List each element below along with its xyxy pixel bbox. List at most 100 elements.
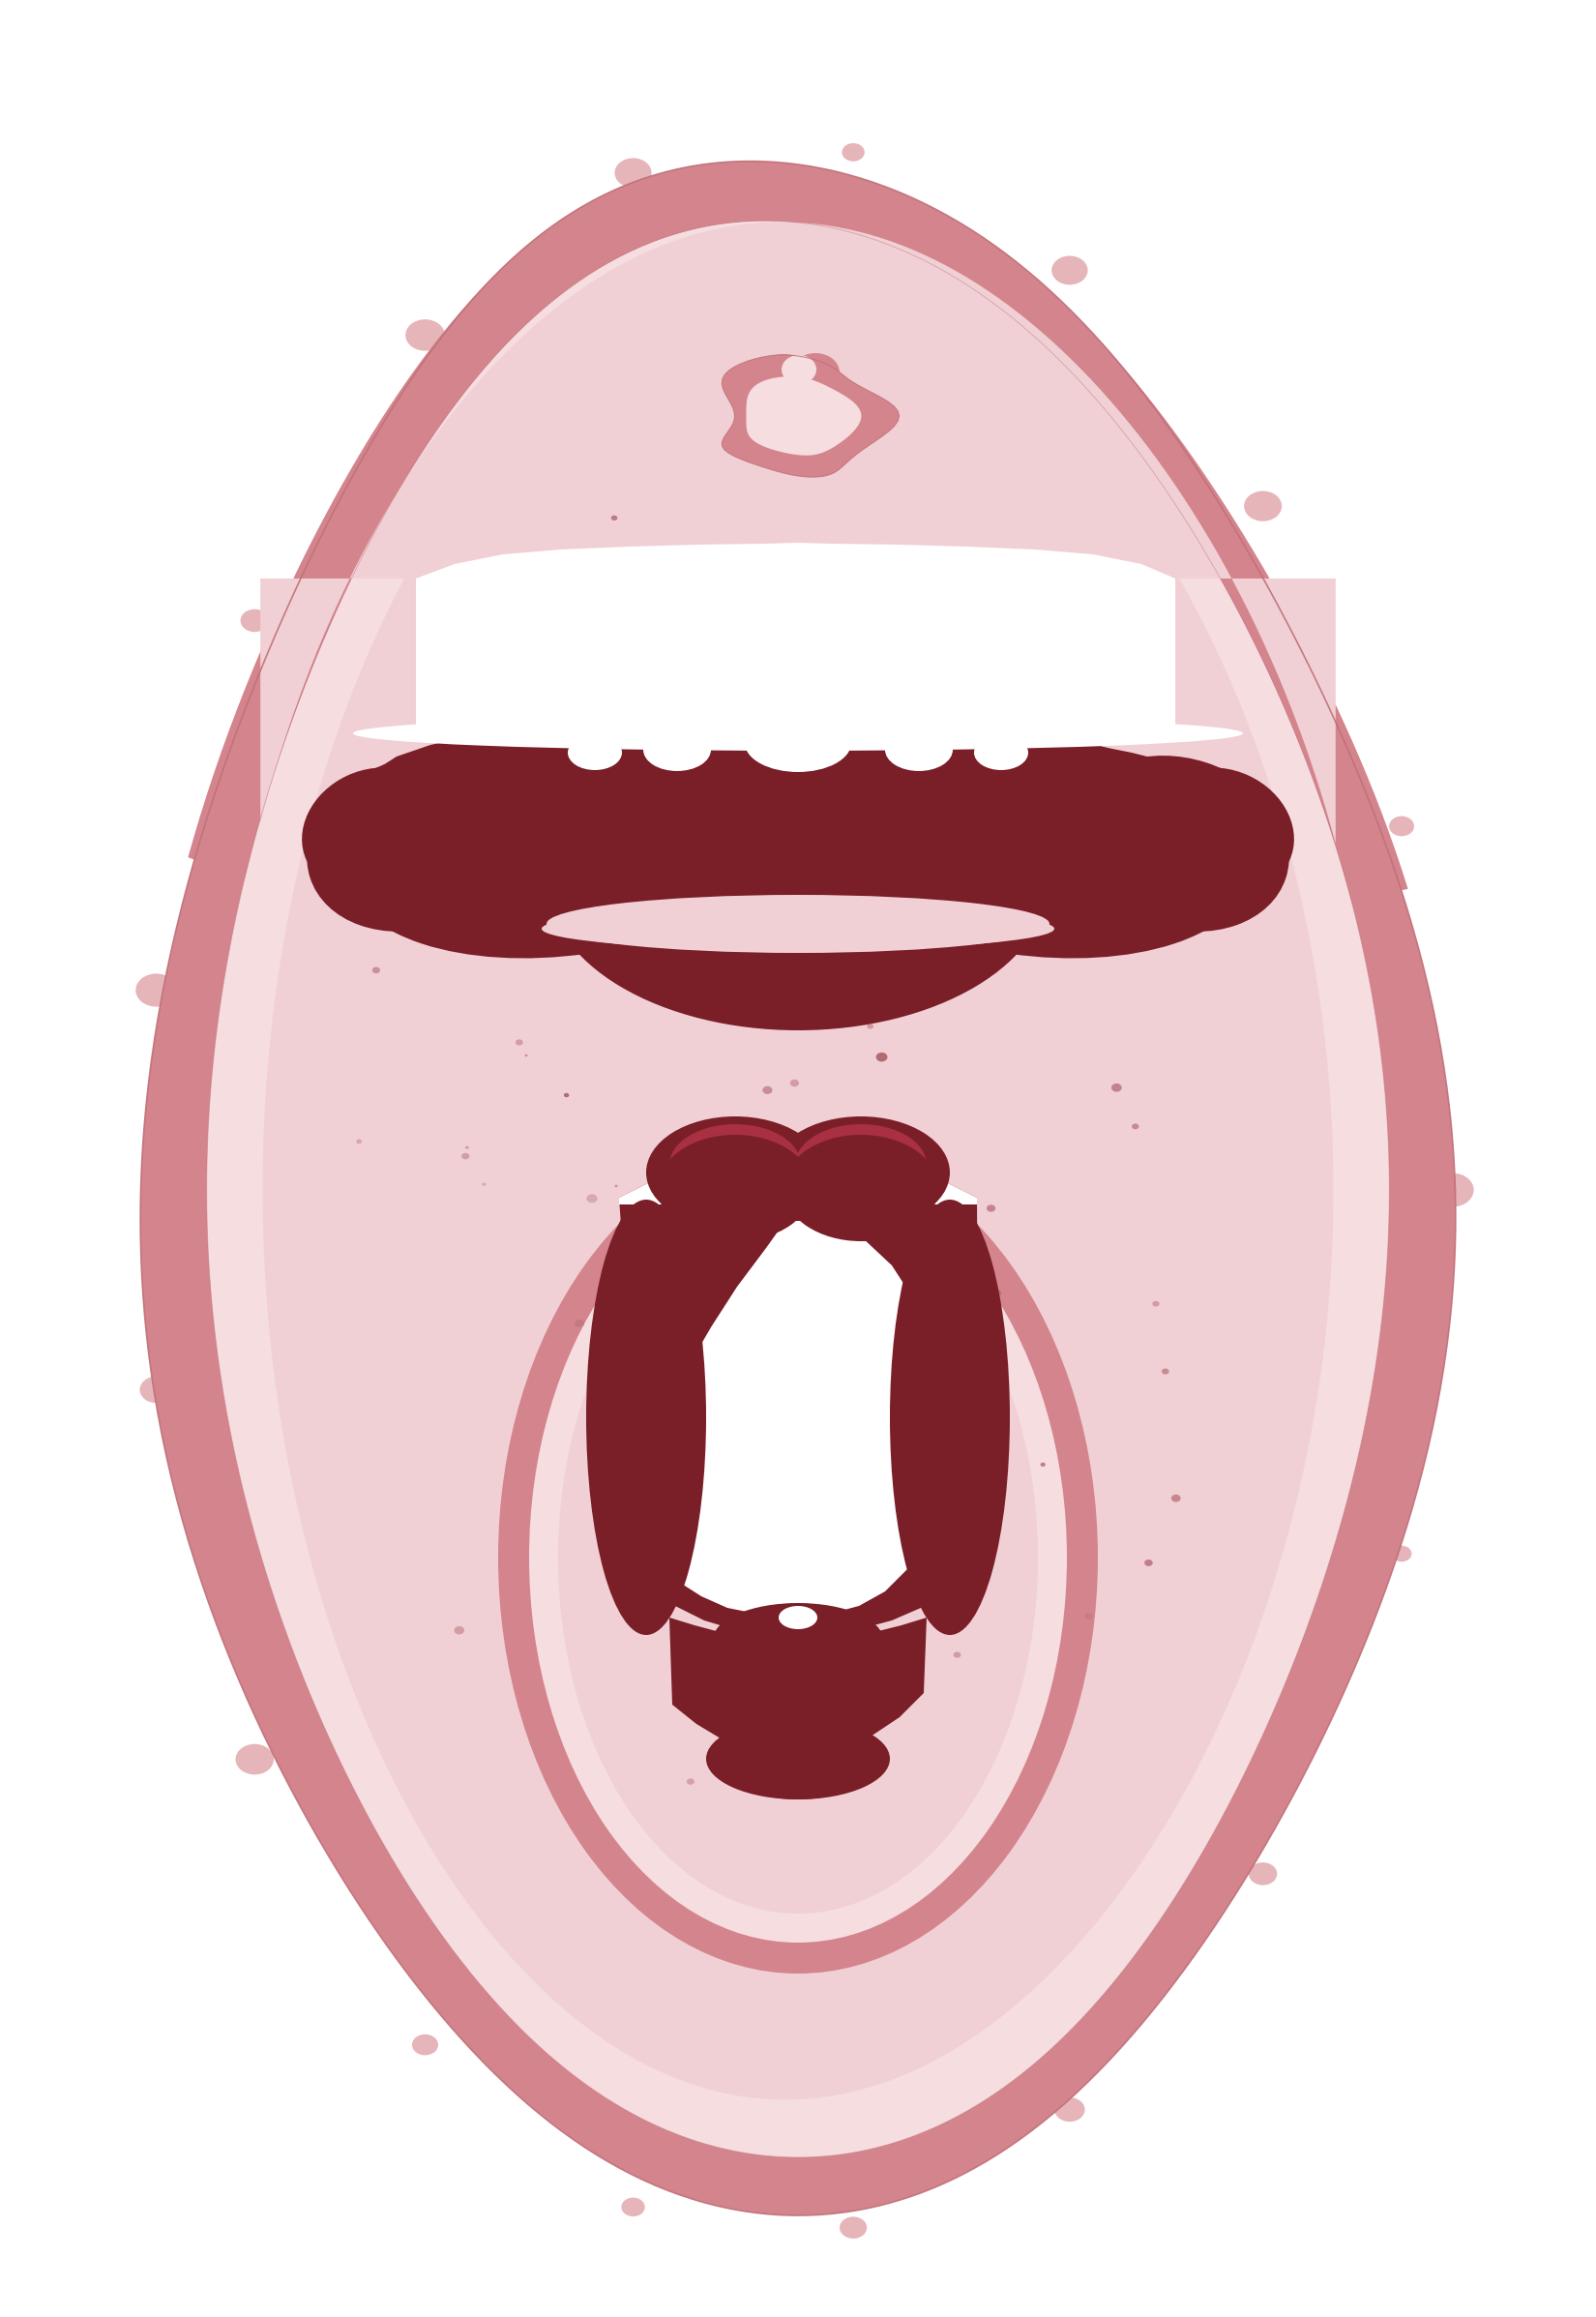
Ellipse shape: [696, 1657, 701, 1661]
Ellipse shape: [779, 1606, 817, 1629]
Ellipse shape: [763, 1087, 772, 1094]
Polygon shape: [188, 162, 1408, 901]
Ellipse shape: [586, 1193, 597, 1203]
Ellipse shape: [546, 730, 1050, 1031]
Ellipse shape: [705, 1719, 891, 1800]
Polygon shape: [140, 162, 1456, 2215]
Ellipse shape: [666, 980, 670, 985]
Ellipse shape: [241, 609, 268, 633]
Polygon shape: [798, 732, 1253, 809]
Ellipse shape: [575, 1318, 584, 1328]
Polygon shape: [207, 220, 1389, 2157]
Ellipse shape: [994, 1291, 1001, 1295]
Ellipse shape: [541, 908, 1055, 950]
Ellipse shape: [745, 714, 851, 772]
Ellipse shape: [839, 2217, 867, 2238]
Ellipse shape: [658, 1135, 812, 1242]
Ellipse shape: [498, 1142, 1098, 1974]
Ellipse shape: [1154, 767, 1294, 892]
Ellipse shape: [886, 728, 953, 772]
Ellipse shape: [736, 1745, 860, 1800]
Polygon shape: [350, 732, 1156, 941]
Ellipse shape: [530, 1172, 1066, 1942]
Ellipse shape: [686, 1779, 694, 1784]
Ellipse shape: [136, 973, 177, 1006]
Ellipse shape: [1084, 1613, 1093, 1620]
Ellipse shape: [998, 1360, 1002, 1362]
Ellipse shape: [795, 1124, 927, 1205]
Ellipse shape: [611, 514, 618, 521]
Ellipse shape: [758, 1145, 838, 1212]
Ellipse shape: [741, 1627, 855, 1682]
Ellipse shape: [772, 1117, 950, 1228]
Ellipse shape: [559, 1203, 1037, 1914]
Polygon shape: [343, 732, 798, 809]
Ellipse shape: [461, 1154, 469, 1158]
Ellipse shape: [516, 1040, 523, 1045]
Ellipse shape: [616, 1228, 624, 1233]
Ellipse shape: [669, 1124, 801, 1205]
Polygon shape: [747, 378, 862, 456]
Ellipse shape: [710, 1661, 713, 1664]
Ellipse shape: [787, 994, 790, 996]
Ellipse shape: [996, 1441, 1001, 1446]
Ellipse shape: [1041, 1462, 1045, 1467]
Ellipse shape: [614, 158, 651, 188]
Ellipse shape: [345, 730, 796, 959]
Ellipse shape: [568, 734, 622, 769]
Ellipse shape: [779, 1633, 790, 1640]
Ellipse shape: [790, 1080, 800, 1087]
Ellipse shape: [1248, 1863, 1277, 1886]
Ellipse shape: [643, 728, 710, 772]
Polygon shape: [669, 1617, 927, 1759]
Ellipse shape: [1071, 755, 1290, 931]
Ellipse shape: [610, 1397, 618, 1402]
Ellipse shape: [891, 1200, 1010, 1636]
Ellipse shape: [140, 1376, 172, 1404]
Ellipse shape: [993, 1402, 1004, 1411]
Ellipse shape: [761, 1163, 835, 1221]
Ellipse shape: [372, 966, 380, 973]
Ellipse shape: [455, 1627, 464, 1633]
Ellipse shape: [356, 1140, 362, 1145]
Polygon shape: [263, 280, 1333, 2099]
Ellipse shape: [586, 1200, 705, 1636]
Ellipse shape: [614, 1184, 618, 1186]
Ellipse shape: [843, 144, 865, 162]
Ellipse shape: [576, 725, 1020, 957]
Ellipse shape: [353, 716, 1243, 751]
Ellipse shape: [986, 1205, 996, 1212]
Ellipse shape: [1432, 1172, 1473, 1207]
Polygon shape: [619, 1145, 978, 1636]
Polygon shape: [503, 723, 1093, 751]
Ellipse shape: [302, 767, 442, 892]
Ellipse shape: [713, 1603, 883, 1678]
Ellipse shape: [546, 894, 1050, 952]
Ellipse shape: [763, 1715, 772, 1722]
Ellipse shape: [800, 730, 1251, 959]
Ellipse shape: [306, 755, 525, 931]
Ellipse shape: [1055, 2097, 1085, 2122]
Ellipse shape: [482, 1182, 487, 1186]
Ellipse shape: [1052, 255, 1088, 285]
Ellipse shape: [621, 2197, 645, 2217]
Ellipse shape: [525, 1054, 528, 1057]
Polygon shape: [721, 355, 899, 477]
Ellipse shape: [974, 734, 1028, 769]
Ellipse shape: [412, 2034, 439, 2055]
Ellipse shape: [563, 1094, 570, 1098]
Ellipse shape: [405, 320, 445, 350]
Ellipse shape: [782, 355, 817, 385]
Polygon shape: [619, 1161, 977, 1205]
Ellipse shape: [637, 1307, 645, 1311]
Ellipse shape: [464, 1147, 469, 1149]
Ellipse shape: [1132, 1124, 1140, 1128]
Ellipse shape: [867, 1024, 873, 1029]
Ellipse shape: [701, 1135, 710, 1142]
Ellipse shape: [784, 1135, 938, 1242]
Polygon shape: [651, 1203, 945, 1617]
Ellipse shape: [1392, 1545, 1411, 1562]
Polygon shape: [417, 542, 1175, 732]
Ellipse shape: [876, 1052, 887, 1061]
Ellipse shape: [1111, 1084, 1122, 1091]
